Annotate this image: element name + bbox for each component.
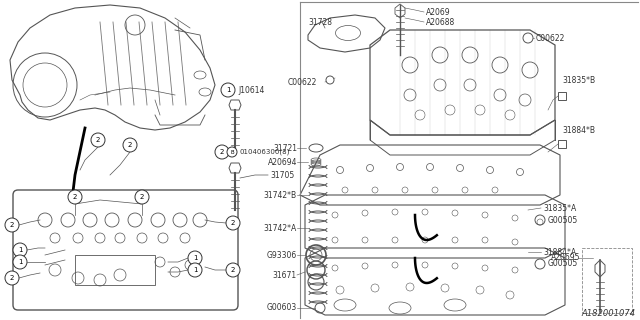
Circle shape	[215, 145, 229, 159]
Text: 2: 2	[140, 194, 144, 200]
Text: 31742*A: 31742*A	[264, 223, 297, 233]
Text: J10614: J10614	[238, 85, 264, 94]
Text: B: B	[230, 149, 234, 155]
Text: 31884*B: 31884*B	[562, 125, 595, 134]
Text: A20688: A20688	[426, 18, 455, 27]
Circle shape	[91, 133, 105, 147]
Circle shape	[188, 263, 202, 277]
Text: 31671: 31671	[273, 270, 297, 279]
Text: 2: 2	[128, 142, 132, 148]
Text: 1: 1	[18, 259, 22, 265]
Text: G93306: G93306	[267, 251, 297, 260]
Circle shape	[13, 243, 27, 257]
Text: G00505: G00505	[548, 215, 579, 225]
Text: 1: 1	[18, 247, 22, 253]
Text: 31728: 31728	[308, 18, 332, 27]
Text: 1: 1	[193, 255, 197, 261]
Circle shape	[326, 76, 334, 84]
Bar	[582, 248, 632, 313]
Text: 31835*A: 31835*A	[543, 204, 576, 212]
Text: G00603: G00603	[267, 303, 297, 313]
Text: A2069: A2069	[426, 7, 451, 17]
Text: C00622: C00622	[536, 34, 565, 43]
Text: 1: 1	[226, 87, 230, 93]
Text: 2: 2	[96, 137, 100, 143]
Circle shape	[188, 251, 202, 265]
Text: 2: 2	[10, 222, 14, 228]
Circle shape	[226, 263, 240, 277]
Circle shape	[68, 190, 82, 204]
Text: 31742*B: 31742*B	[264, 190, 297, 199]
Text: 31721: 31721	[273, 143, 297, 153]
Text: A20695: A20695	[550, 253, 580, 262]
Bar	[75, 255, 155, 285]
Circle shape	[5, 218, 19, 232]
Text: C00622: C00622	[287, 77, 317, 86]
Text: 31835*B: 31835*B	[562, 76, 595, 84]
Circle shape	[227, 147, 237, 157]
Text: A20694: A20694	[268, 157, 297, 166]
Text: 2: 2	[220, 149, 224, 155]
Text: 2: 2	[231, 267, 235, 273]
Bar	[558, 140, 566, 148]
Circle shape	[135, 190, 149, 204]
Text: 2: 2	[10, 275, 14, 281]
Text: 010406300(8): 010406300(8)	[240, 149, 291, 155]
Bar	[558, 92, 566, 100]
Circle shape	[13, 255, 27, 269]
Text: 31884*A: 31884*A	[543, 247, 576, 257]
Text: 31705: 31705	[270, 171, 294, 180]
Circle shape	[221, 83, 235, 97]
Circle shape	[226, 216, 240, 230]
Text: G00505: G00505	[548, 260, 579, 268]
Text: 2: 2	[231, 220, 235, 226]
Circle shape	[5, 271, 19, 285]
Text: A182001074: A182001074	[582, 309, 636, 318]
Text: 1: 1	[193, 267, 197, 273]
Circle shape	[523, 33, 533, 43]
Circle shape	[123, 138, 137, 152]
Text: 2: 2	[73, 194, 77, 200]
